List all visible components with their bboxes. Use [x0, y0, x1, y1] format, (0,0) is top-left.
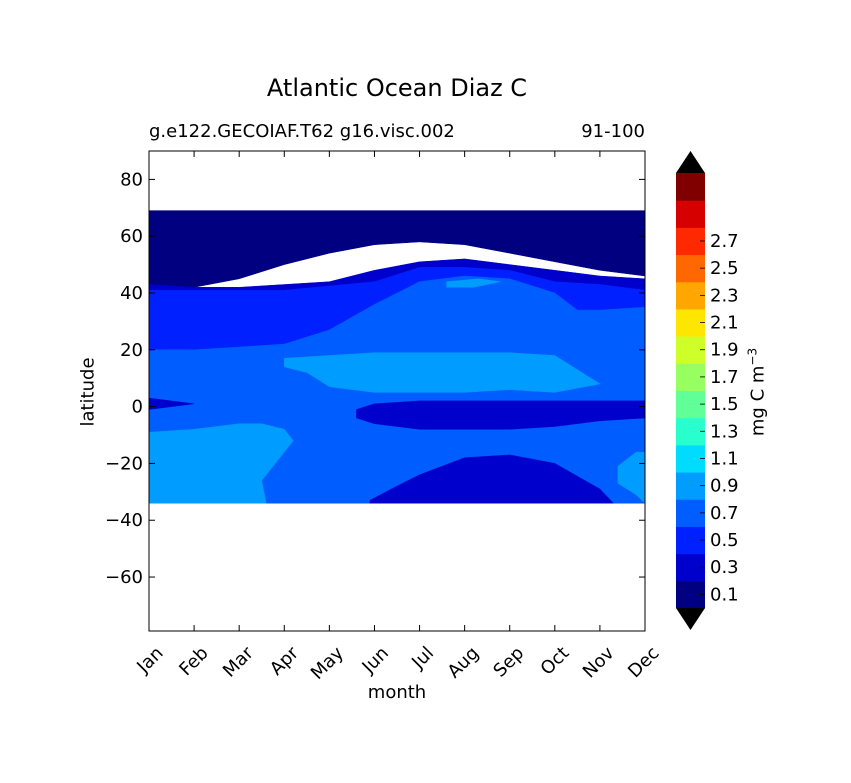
y-tick-label: 20: [120, 340, 143, 361]
colorbar-tick-label: 0.7: [710, 503, 739, 524]
y-tick-label: 80: [120, 169, 143, 190]
colorbar-tick-label: 1.7: [710, 367, 739, 388]
y-axis: 80 60 40 20 0 −20 −40 −60: [105, 169, 645, 588]
x-tick-label: Jun: [358, 643, 393, 678]
colorbar-swatch-15: [676, 173, 705, 201]
colorbar-tick-label: 1.1: [710, 448, 739, 469]
colorbar-tick-label: 1.9: [710, 340, 739, 361]
chart-subtitle-run: g.e122.GECOIAF.T62 g16.visc.002: [149, 121, 455, 142]
y-tick-label: −40: [105, 510, 143, 531]
contour-region-10: [369, 454, 614, 504]
chart-title: Atlantic Ocean Diaz C: [266, 74, 528, 102]
x-tick-label: Jul: [407, 643, 438, 674]
y-tick-label: 60: [120, 226, 143, 247]
contour-region-0: [148, 210, 646, 291]
colorbar: 0.1 0.3 0.5 0.7 0.9 1.1 1.3 1.5 1.7 1.9 2.1 2.3 2.5 2…: [676, 151, 739, 630]
x-tick-label: Feb: [175, 643, 212, 680]
x-axis-label: month: [367, 682, 427, 703]
y-tick-label: 0: [132, 397, 143, 418]
colorbar-swatch-14: [676, 200, 705, 228]
plot-frame: [148, 150, 646, 632]
x-tick-label: Apr: [266, 642, 303, 679]
colorbar-tick-label: 0.9: [710, 476, 739, 497]
colorbar-tick-label: 2.7: [710, 231, 739, 252]
y-tick-label: 40: [120, 283, 143, 304]
colorbar-tick-label: 0.3: [710, 557, 739, 578]
y-tick-label: −20: [105, 453, 143, 474]
x-tick-label: Jan: [132, 643, 167, 678]
x-tick-label: Dec: [624, 643, 663, 682]
colorbar-extend-top: [676, 151, 705, 173]
x-tick-label: Nov: [579, 642, 619, 682]
colorbar-tick-label: 2.1: [710, 313, 739, 334]
colorbar-tick-label: 1.3: [710, 421, 739, 442]
colorbar-tick-label: 2.5: [710, 258, 739, 279]
x-tick-label: Sep: [489, 643, 528, 682]
contour-region-6: [148, 423, 294, 504]
colorbar-tick-label: 1.5: [710, 394, 739, 415]
contour-region-4: [284, 352, 601, 393]
colorbar-tick-label: 2.3: [710, 285, 739, 306]
chart-subtitle-years: 91-100: [581, 121, 645, 142]
x-tick-label: Oct: [537, 643, 574, 680]
plot-area: [148, 150, 646, 632]
colorbar-extend-bottom: [676, 608, 705, 630]
colorbar-tick-label: 0.1: [710, 584, 739, 605]
x-tick-label: Aug: [444, 643, 484, 683]
y-tick-label: −60: [105, 567, 143, 588]
x-tick-label: Mar: [219, 642, 258, 681]
contour-region-5: [446, 278, 501, 288]
x-tick-label: May: [307, 642, 348, 683]
colorbar-tick-label: 0.5: [710, 530, 739, 551]
